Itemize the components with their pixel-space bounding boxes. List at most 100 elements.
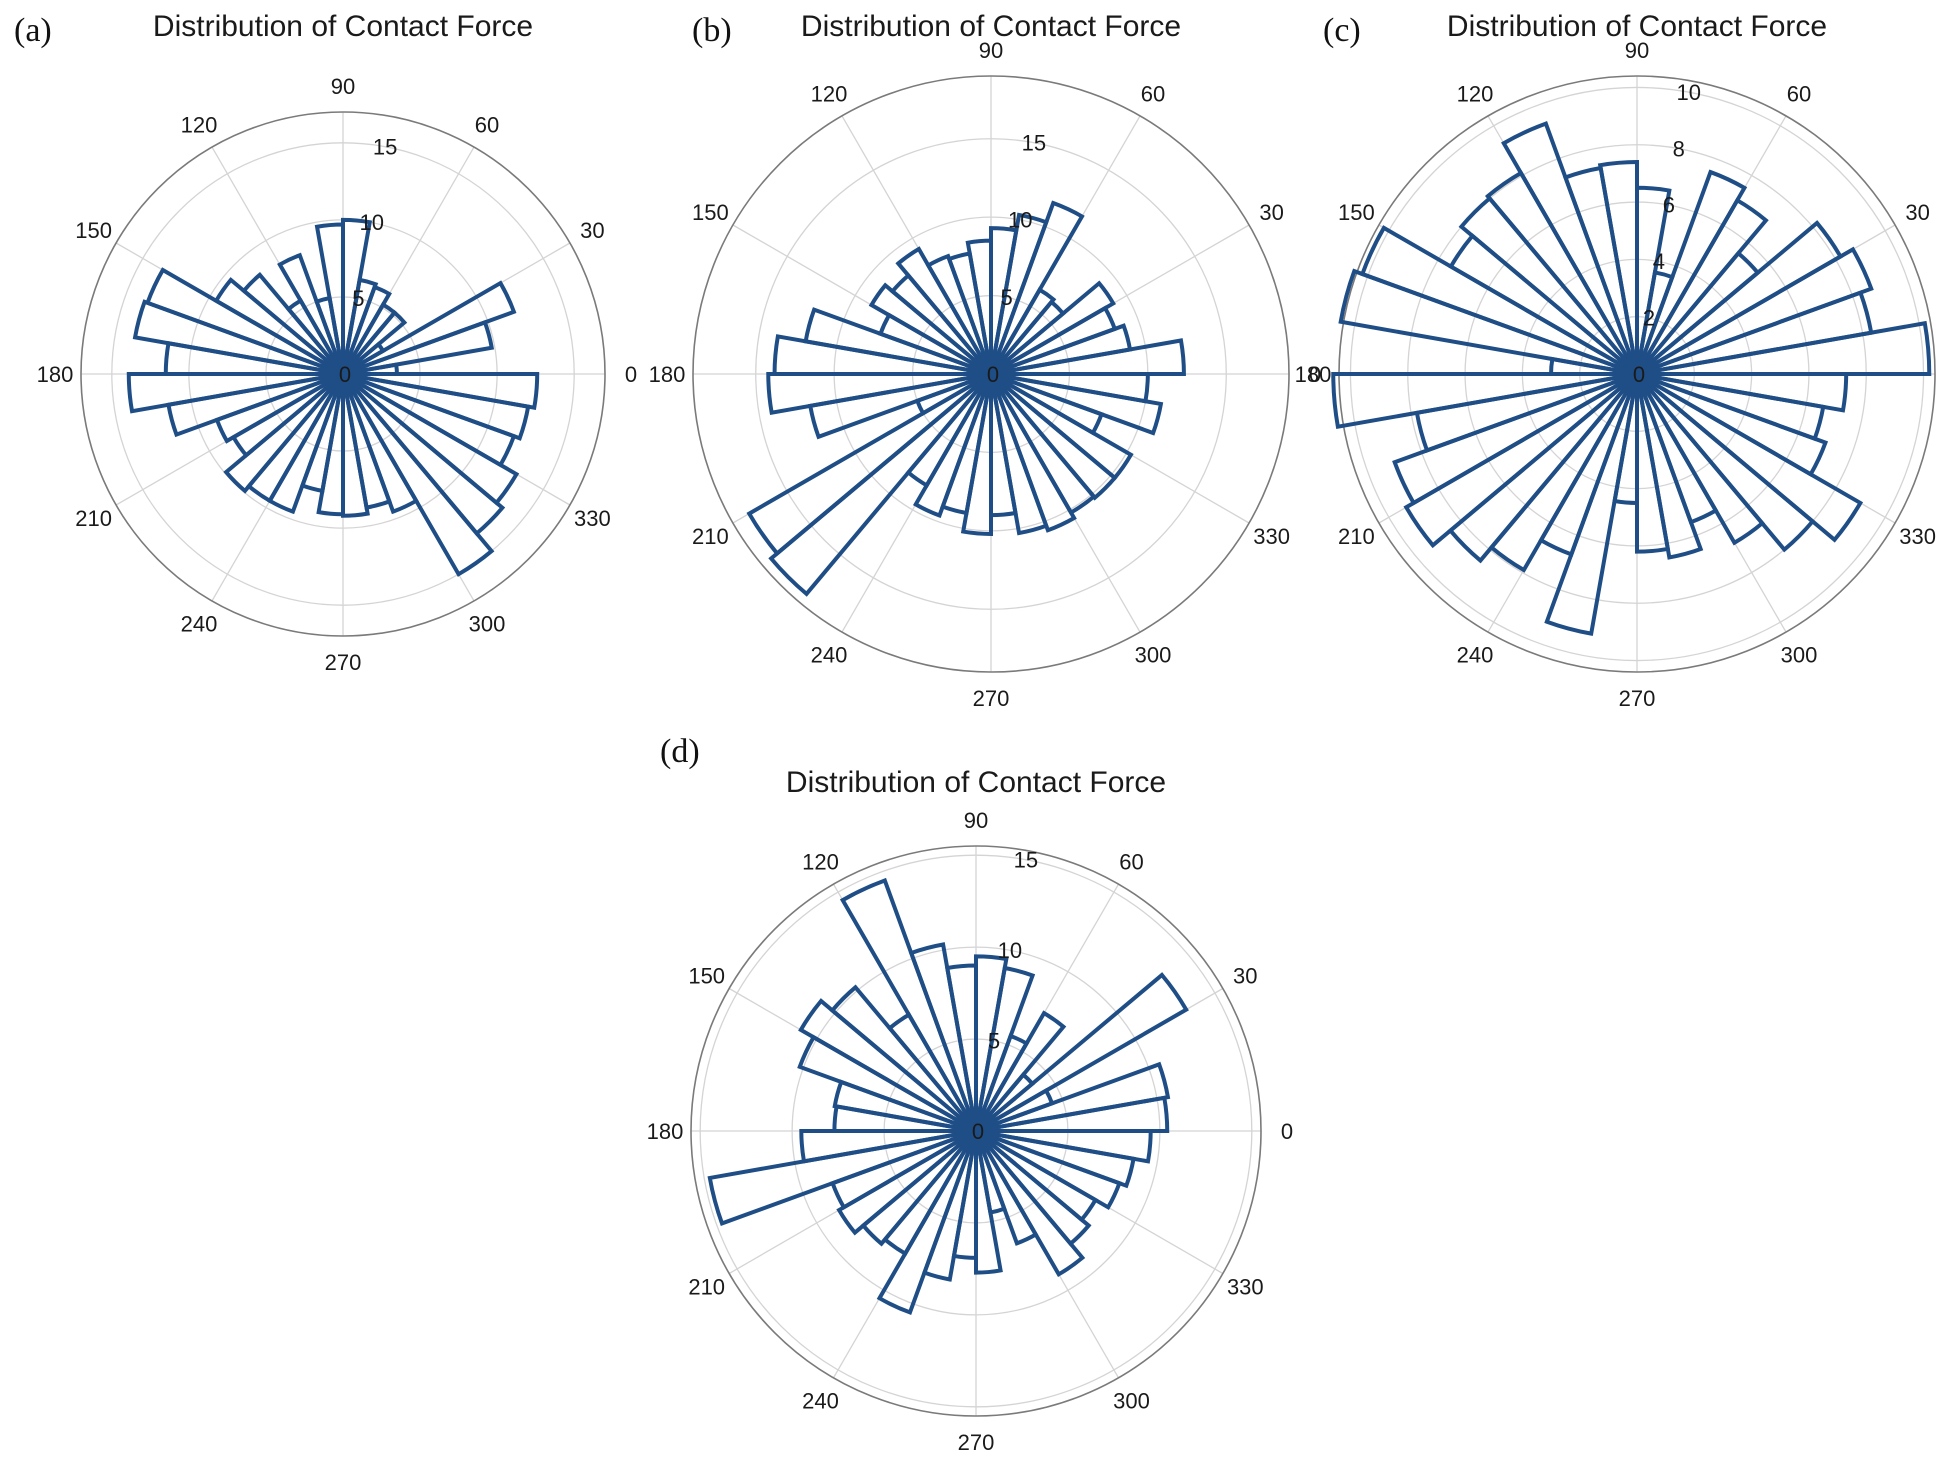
histogram-bin	[341, 280, 517, 376]
angle-tick-label: 330	[574, 506, 611, 531]
angle-tick-label: 180	[37, 362, 74, 387]
panel-label-b: (b)	[692, 12, 732, 49]
angle-tick-label: 30	[580, 218, 604, 243]
histogram-bin	[975, 1129, 1153, 1164]
angle-tick-label: 330	[1227, 1275, 1264, 1300]
angle-tick-label: 90	[1625, 38, 1649, 63]
angle-tick-label: 120	[181, 113, 218, 138]
radial-tick-label: 6	[1663, 193, 1675, 218]
angle-tick-label: 60	[1119, 850, 1143, 875]
histogram-bin	[766, 372, 992, 415]
angle-tick-label: 30	[1233, 964, 1257, 989]
histogram-bin	[990, 338, 1186, 376]
angle-tick-label: 30	[1905, 200, 1929, 225]
outer-ring	[692, 75, 1290, 673]
panel-label-d: (d)	[660, 733, 700, 770]
histogram-bin	[1488, 372, 1639, 573]
radial-tick-label: 8	[1673, 136, 1685, 161]
radial-tick-label: 5	[352, 286, 364, 311]
radial-tick-label: 15	[1022, 130, 1046, 155]
angle-tick-label: 270	[1619, 686, 1656, 711]
chart-title: Distribution of Contact Force	[801, 10, 1181, 43]
angle-tick-label: 300	[1781, 643, 1818, 668]
histogram-bin	[974, 1130, 1003, 1275]
histogram-bin	[1635, 197, 1769, 376]
histogram-bin	[989, 226, 1019, 375]
angle-tick-label: 120	[1457, 81, 1494, 106]
histogram-bin	[895, 246, 993, 376]
histogram-bin	[1338, 268, 1638, 376]
histogram-bin	[807, 372, 992, 440]
angle-tick-label: 300	[469, 611, 506, 636]
histogram-bin	[989, 212, 1049, 375]
angle-tick-label: 180	[1295, 362, 1332, 387]
radial-tick-label: 10	[1677, 80, 1701, 105]
histogram-bin	[1635, 373, 1704, 560]
angle-tick-label: 210	[692, 524, 729, 549]
polar-chart-2: Distribution of Contact Force 0 30 60 90 120 1…	[649, 10, 1321, 711]
histogram-bin	[876, 1130, 978, 1315]
angle-tick-label: 210	[1338, 524, 1375, 549]
histogram-bin	[341, 372, 506, 537]
angle-tick-label: 270	[973, 686, 1010, 711]
histogram-bin	[868, 282, 993, 376]
radial-tick-label: 0	[972, 1119, 984, 1144]
histogram-bin	[990, 372, 1150, 404]
angle-tick-label: 90	[979, 38, 1003, 63]
histogram-bin	[975, 1061, 1171, 1133]
radial-tick-label: 5	[988, 1029, 1000, 1054]
histogram-bin	[797, 1034, 977, 1133]
chart-title: Distribution of Contact Force	[153, 10, 533, 43]
histogram-bin	[990, 372, 1164, 436]
radial-tick-label: 10	[1008, 208, 1032, 233]
angle-tick-label: 150	[1338, 200, 1375, 225]
histogram-bin	[1597, 159, 1639, 375]
histogram-bin	[132, 299, 344, 376]
angle-tick-label: 60	[1141, 81, 1165, 106]
histogram-bin	[836, 1129, 978, 1236]
polar-chart-3: Distribution of Contact Force03060901201…	[1295, 10, 1936, 711]
angle-tick-label: 150	[688, 964, 725, 989]
histogram-bin	[921, 1130, 978, 1282]
angle-tick-label: 60	[475, 113, 499, 138]
histogram-bin	[798, 998, 978, 1133]
angle-tick-label: 300	[1135, 643, 1172, 668]
histogram-bin	[707, 1129, 977, 1227]
histogram-bin	[1447, 372, 1639, 564]
histogram-bin	[314, 222, 345, 375]
radial-tick-label: 0	[1633, 362, 1645, 387]
histogram-bin	[1544, 373, 1639, 636]
histogram-bin	[989, 200, 1085, 376]
angle-tick-label: 150	[692, 200, 729, 225]
histogram-bin	[1635, 372, 1864, 543]
histogram-bin	[1448, 233, 1639, 376]
histogram-bin	[860, 1129, 978, 1247]
histogram-bin	[1635, 169, 1748, 375]
histogram-bin	[768, 372, 993, 597]
angle-tick-label: 270	[325, 650, 362, 675]
histogram-bin	[1635, 220, 1844, 376]
radial-tick-label: 4	[1653, 249, 1665, 274]
histogram-bin	[989, 280, 1116, 376]
histogram-bin	[126, 372, 344, 414]
histogram-bin	[990, 323, 1133, 376]
angle-tick-label: 330	[1253, 524, 1290, 549]
histogram-bin	[277, 252, 345, 375]
angle-tick-label: 120	[802, 850, 839, 875]
histogram-bin	[214, 372, 344, 444]
angle-tick-label: 240	[802, 1388, 839, 1413]
radial-tick-label: 0	[987, 362, 999, 387]
angle-tick-label: 120	[811, 81, 848, 106]
radial-tick-label: 15	[1014, 847, 1038, 872]
histogram-bin	[1635, 372, 1829, 478]
histogram-bin	[839, 877, 978, 1133]
histogram-bin	[1636, 320, 1932, 376]
polar-chart-1: Distribution of Contact Force 0 30 60 90 120 1…	[37, 10, 637, 675]
panel-label-c: (c)	[1323, 12, 1361, 49]
outer-ring	[690, 845, 1262, 1417]
angle-tick-label: 60	[1787, 81, 1811, 106]
radial-tick-label: 0	[339, 362, 351, 387]
histogram-bin	[342, 372, 540, 411]
histogram-bin	[341, 372, 495, 577]
